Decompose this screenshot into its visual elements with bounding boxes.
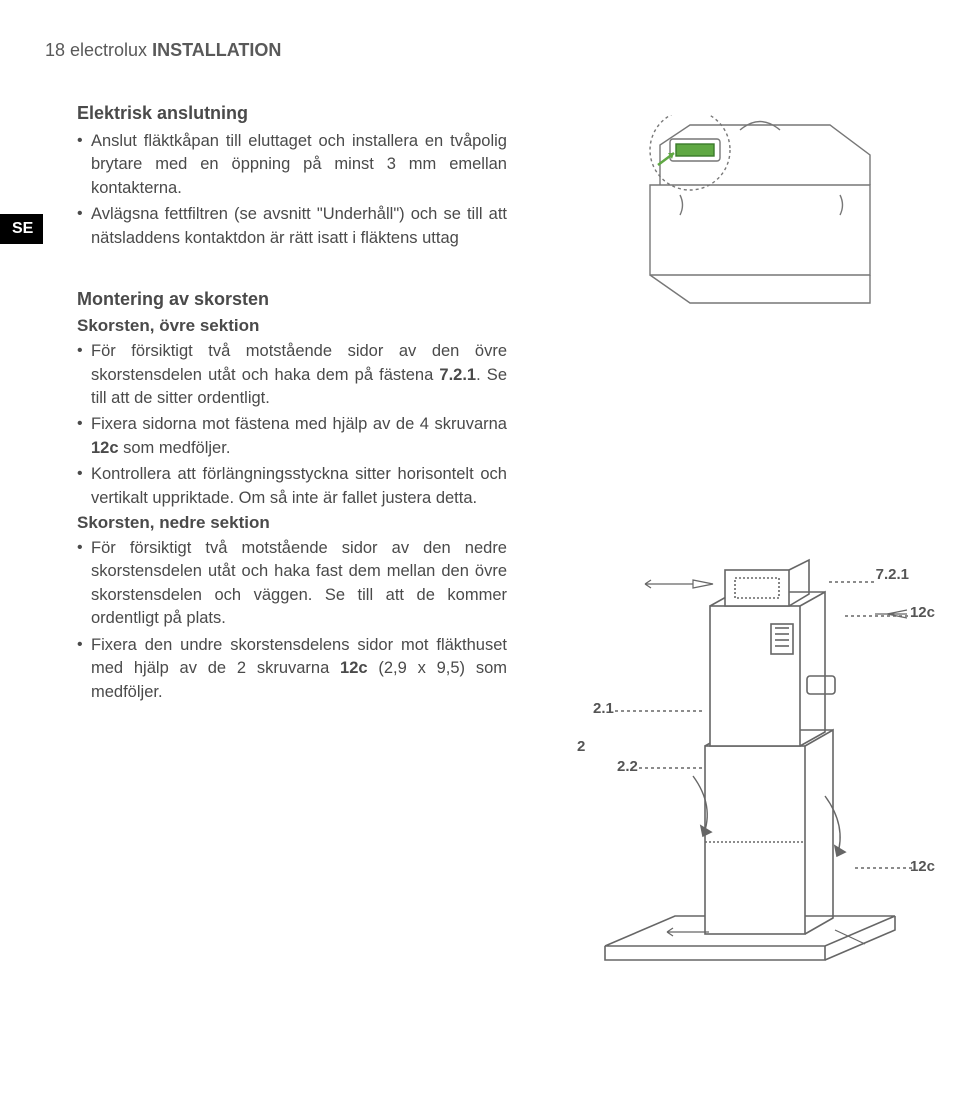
section1-list: Anslut fläktkåpan till eluttaget och ins… (77, 130, 507, 250)
plug-svg (630, 115, 890, 305)
page-header: 18 electrolux INSTALLATION (45, 40, 915, 61)
list-item: Fixera den undre skorstensdelens sidor m… (77, 634, 507, 704)
fig-label-22: 2.2 (617, 758, 638, 775)
list-item: För försiktigt två motstående sidor av d… (77, 340, 507, 410)
fig-label-12c-bot: 12c (910, 858, 935, 875)
header-prefix: 18 electrolux (45, 40, 152, 60)
header-section: INSTALLATION (152, 40, 281, 60)
section2-title: Montering av skorsten (77, 289, 507, 310)
figure-plug-diagram (630, 115, 890, 305)
section2-sub1: Skorsten, övre sektion (77, 316, 507, 336)
fig-label-21: 2.1 (593, 700, 614, 717)
list-item: Anslut fläktkåpan till eluttaget och ins… (77, 130, 507, 200)
list-item: Fixera sidorna mot fästena med hjälp av … (77, 413, 507, 460)
content-column: Elektrisk anslutning Anslut fläktkåpan t… (77, 103, 507, 704)
language-badge: SE (0, 214, 43, 244)
figure-chimney-diagram: 7.2.1 12c 2.1 2 2.2 12c (575, 546, 935, 996)
section1-title: Elektrisk anslutning (77, 103, 507, 124)
fig-label-12c-top: 12c (910, 604, 935, 621)
section2-list1: För försiktigt två motstående sidor av d… (77, 340, 507, 510)
list-item: Avlägsna fettfiltren (se avsnitt "Underh… (77, 203, 507, 250)
fig-label-721: 7.2.1 (876, 566, 909, 583)
list-item: Kontrollera att förlängningsstyckna sitt… (77, 463, 507, 510)
section2-list2: För försiktigt två motstående sidor av d… (77, 537, 507, 704)
fig-label-2: 2 (577, 738, 585, 755)
section2-sub2: Skorsten, nedre sektion (77, 513, 507, 533)
list-item: För försiktigt två motstående sidor av d… (77, 537, 507, 631)
